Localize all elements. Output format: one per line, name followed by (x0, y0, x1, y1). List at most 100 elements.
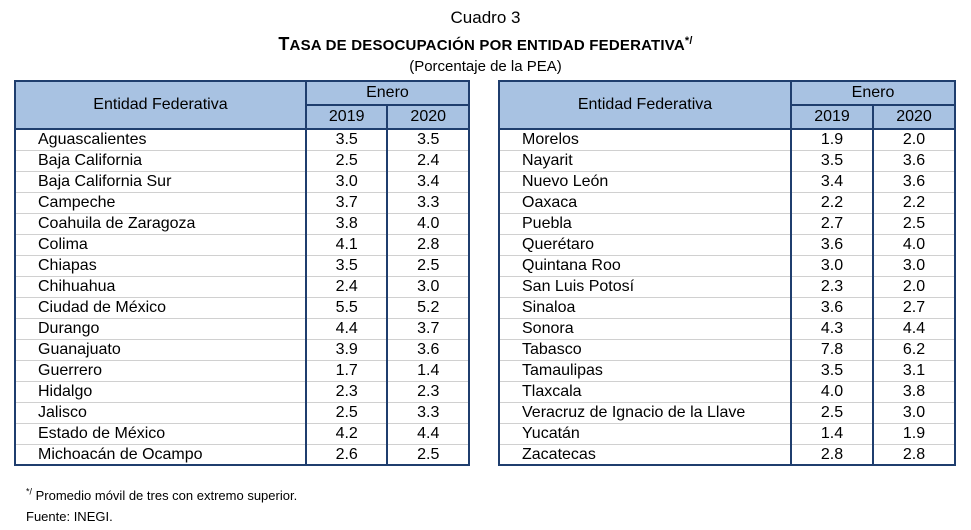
table-row: Campeche 3.7 3.3 (15, 191, 469, 213)
value-2019: 3.5 (791, 359, 874, 381)
value-2020: 2.5 (387, 254, 469, 276)
table-row: Tlaxcala 4.0 3.8 (499, 380, 955, 402)
table-row: Guerrero 1.7 1.4 (15, 359, 469, 381)
value-2020: 4.0 (387, 212, 469, 234)
table-row: Nayarit 3.5 3.6 (499, 149, 955, 171)
entity-name: Guanajuato (15, 338, 307, 360)
col-2019: 2019 (790, 104, 874, 130)
footnote-mark: */ (26, 486, 33, 497)
source-note: Fuente: INEGI. (26, 509, 113, 524)
entity-name: Oaxaca (499, 191, 792, 213)
entity-name: Aguascalientes (15, 129, 307, 150)
entity-name: Chihuahua (15, 275, 307, 297)
table-row: Colima 4.1 2.8 (15, 233, 469, 255)
value-2019: 2.8 (791, 443, 874, 465)
title-initial: T (278, 34, 290, 54)
table-right: Entidad Federativa Enero 2019 2020 Morelos… (498, 80, 956, 466)
entity-name: Colima (15, 233, 307, 255)
value-2020: 3.5 (417, 131, 440, 149)
entity-name: Morelos (499, 129, 792, 150)
value-2020: 2.5 (387, 443, 469, 465)
value-2020: 1.9 (873, 422, 955, 444)
value-2019: 3.6 (791, 233, 874, 255)
table-row: Chiapas 3.5 2.5 (15, 254, 469, 276)
value-2020: 4.4 (873, 317, 955, 339)
value-2020: 2.5 (873, 212, 955, 234)
entity-name: Durango (15, 317, 307, 339)
value-2019: 3.9 (305, 338, 389, 360)
table-subtitle: (Porcentaje de la PEA) (409, 58, 562, 75)
col-entity: Entidad Federativa (498, 80, 792, 130)
table-row: Sinaloa 3.6 2.7 (499, 296, 955, 318)
col-period: Enero (304, 80, 471, 106)
entity-name: Tabasco (499, 338, 792, 360)
table-row: Sonora 4.3 4.4 (499, 317, 955, 339)
table-row: Coahuila de Zaragoza 3.8 4.0 (15, 212, 469, 234)
entity-name: Tlaxcala (499, 380, 792, 402)
value-2019: 5.5 (305, 296, 389, 318)
entity-name: Ciudad de México (15, 296, 307, 318)
value-2019: 2.6 (305, 443, 389, 465)
table-row: Yucatán 1.4 1.9 (499, 422, 955, 444)
table-row: Durango 4.4 3.7 (15, 317, 469, 339)
table-row: Estado de México 4.2 4.4 (15, 422, 469, 444)
entity-name: Coahuila de Zaragoza (15, 212, 307, 234)
value-2019: 1.7 (305, 359, 389, 381)
table-title: TASA DE DESOCUPACIÓN POR ENTIDAD FEDERAT… (0, 34, 971, 56)
entity-name: Veracruz de Ignacio de la Llave (499, 401, 792, 423)
value-2020: 1.4 (387, 359, 469, 381)
entity-name: Tamaulipas (499, 359, 792, 381)
table-row: Querétaro 3.6 4.0 (499, 233, 955, 255)
entity-name: Querétaro (499, 233, 792, 255)
table-row: Tabasco 7.8 6.2 (499, 338, 955, 360)
table-row: Zacatecas 2.8 2.8 (499, 443, 955, 465)
table-row: Jalisco 2.5 3.3 (15, 401, 469, 423)
col-2020: 2020 (386, 104, 470, 130)
entity-name: Puebla (499, 212, 792, 234)
table-row: Morelos 1.9 2.0 (499, 129, 955, 150)
value-2019: 3.4 (791, 170, 874, 192)
value-2020: 3.6 (873, 149, 955, 171)
table-row: Aguascalientes 3.5 3.5 (15, 129, 469, 150)
entity-name: Quintana Roo (499, 254, 792, 276)
table-number: Cuadro 3 (450, 8, 521, 27)
value-2019: 2.5 (305, 401, 389, 423)
table-row: Baja California Sur 3.0 3.4 (15, 170, 469, 192)
footnote: */ Promedio móvil de tres con extremo su… (26, 486, 298, 504)
entity-name: Nayarit (499, 149, 792, 171)
value-2020: 3.7 (387, 317, 469, 339)
entity-name: Nuevo León (499, 170, 792, 192)
value-2019: 3.5 (791, 149, 874, 171)
value-2019: 2.3 (791, 275, 874, 297)
table-row: Michoacán de Ocampo 2.6 2.5 (15, 443, 469, 465)
entity-name: Zacatecas (499, 443, 792, 465)
table-row: Veracruz de Ignacio de la Llave 2.5 3.0 (499, 401, 955, 423)
value-2020: 2.8 (387, 233, 469, 255)
value-2019: 4.4 (305, 317, 389, 339)
value-2020: 3.6 (387, 338, 469, 360)
value-2019: 3.7 (305, 191, 389, 213)
value-2019: 3.5 (305, 129, 389, 150)
value-2020: 4.4 (387, 422, 469, 444)
col-entity: Entidad Federativa (14, 80, 307, 130)
entity-name: Hidalgo (15, 380, 307, 402)
col-2019: 2019 (304, 104, 389, 130)
value-2020: 2.3 (387, 380, 469, 402)
entity-name: Michoacán de Ocampo (15, 443, 307, 465)
footnote-text: Promedio móvil de tres con extremo super… (32, 488, 298, 503)
entity-name: Campeche (15, 191, 307, 213)
value-2020: 2.7 (873, 296, 955, 318)
value-2019: 1.9 (791, 129, 874, 150)
entity-name: San Luis Potosí (499, 275, 792, 297)
value-2019: 3.0 (791, 254, 874, 276)
value-2019: 4.2 (305, 422, 389, 444)
entity-name: Jalisco (15, 401, 307, 423)
entity-name: Sinaloa (499, 296, 792, 318)
entity-name: Guerrero (15, 359, 307, 381)
value-2020: 3.0 (873, 254, 955, 276)
col-2020: 2020 (872, 104, 956, 130)
value-2020: 3.3 (387, 191, 469, 213)
value-2019: 3.8 (305, 212, 389, 234)
value-2020: 5.2 (387, 296, 469, 318)
value-2020: 3.0 (873, 401, 955, 423)
